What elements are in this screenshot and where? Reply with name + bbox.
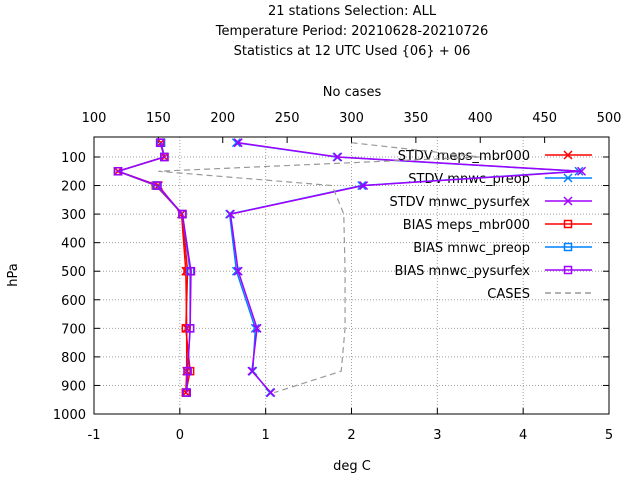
x-tick-label: 3 [433,428,441,443]
data-point [181,266,191,276]
y-tick-label: 300 [61,208,86,223]
data-point [153,181,162,190]
data-point [233,138,243,148]
data-point [160,152,169,162]
top-axis-label: No cases [323,85,382,100]
series-line [115,142,188,393]
y-tick-label: 600 [61,294,86,309]
y-tick-label: 1000 [53,408,86,423]
y-tick-label: 800 [61,351,86,366]
legend-label: STDV meps_mbr000 [398,149,530,164]
y-tick-label: 100 [61,151,86,166]
grid-lines [94,137,609,414]
data-point [185,324,195,333]
chart-title-line-1: 21 stations Selection: ALL [268,4,437,19]
legend-item: BIAS mnwc_pysurfex [394,264,592,279]
x-tick-label: 0 [176,428,184,443]
y-tick-labels: 100 200 300 400 500 600 700 800 900 1000 [53,151,86,423]
data-point [333,152,343,162]
top-tick-label: 500 [597,111,622,126]
data-point [247,366,257,376]
data-point [250,323,260,333]
legend-item: BIAS mnwc_preop [413,241,592,256]
data-point [183,366,192,376]
x-tick-label: 1 [262,428,270,443]
y-axis-label: hPa [6,263,21,286]
series-line [115,142,192,393]
legend: STDV meps_mbr000 STDV mnwc_preop STDV mnwc… [389,149,592,302]
data-point [358,181,369,191]
x-tick-label: 5 [605,428,613,443]
legend-label: BIAS meps_mbr000 [403,218,530,233]
data-point [233,266,243,276]
x-tick-label: 4 [519,428,527,443]
data-point [181,324,191,333]
legend-label: BIAS mnwc_pysurfex [394,264,530,279]
legend-marker [563,242,573,252]
y-tick-label: 700 [61,322,86,337]
series-bias-mnwc-pysurfex [113,138,196,397]
data-point [178,209,187,219]
data-point [155,138,165,147]
y-tick-label: 200 [61,180,86,195]
top-tick-label: 400 [468,111,493,126]
data-point [577,166,587,176]
x-tick-labels: -1 0 1 2 3 4 5 [88,428,614,443]
legend-marker [563,265,573,275]
x-axis-label: deg C [333,459,371,474]
data-point [225,209,236,219]
legend-marker [563,150,573,160]
x-tick-label: 2 [347,428,355,443]
x-tick-label: -1 [88,428,101,443]
top-tick-label: 150 [146,111,171,126]
legend-label: STDV mnwc_preop [408,172,530,187]
data-point [252,323,262,333]
top-tick-labels: 100 150 200 250 300 350 400 450 500 [82,111,622,126]
top-tick-label: 350 [403,111,428,126]
chart-title-line-2: Temperature Period: 20210628-20210726 [215,24,489,39]
top-tick-label: 300 [339,111,364,126]
legend-label: STDV mnwc_pysurfex [389,195,530,210]
legend-label: CASES [487,287,530,302]
y-tick-label: 900 [61,379,86,394]
y-tick-label: 400 [61,237,86,252]
plot-series [113,138,587,398]
legend-item: CASES [487,287,592,302]
legend-item: STDV meps_mbr000 [398,149,592,164]
data-point [231,138,242,148]
data-point [266,388,276,398]
series-line [115,142,191,393]
plot-frame [93,136,610,415]
y-tick-label: 500 [61,265,86,280]
legend-marker [563,173,573,183]
chart-title-line-3: Statistics at 12 UTC Used {06} + 06 [234,44,471,59]
top-tick-label: 250 [275,111,300,126]
series-stdv-meps-mbr000 [113,138,192,398]
legend-marker [563,196,573,206]
data-point [113,167,123,176]
legend-item: STDV mnwc_pysurfex [389,195,592,210]
series-stdv-mnwc-pysurfex [225,138,587,398]
legend-label: BIAS mnwc_preop [413,241,530,256]
legend-marker [563,219,573,229]
chart-title: 21 stations Selection: ALL Temperature P… [215,4,489,59]
legend-item: BIAS meps_mbr000 [403,218,592,233]
series-line [115,142,191,393]
top-tick-label: 450 [532,111,557,126]
data-point [186,266,196,276]
top-tick-label: 200 [210,111,235,126]
data-point [182,388,191,397]
top-tick-label: 100 [82,111,107,126]
legend-item: STDV mnwc_preop [408,172,592,187]
